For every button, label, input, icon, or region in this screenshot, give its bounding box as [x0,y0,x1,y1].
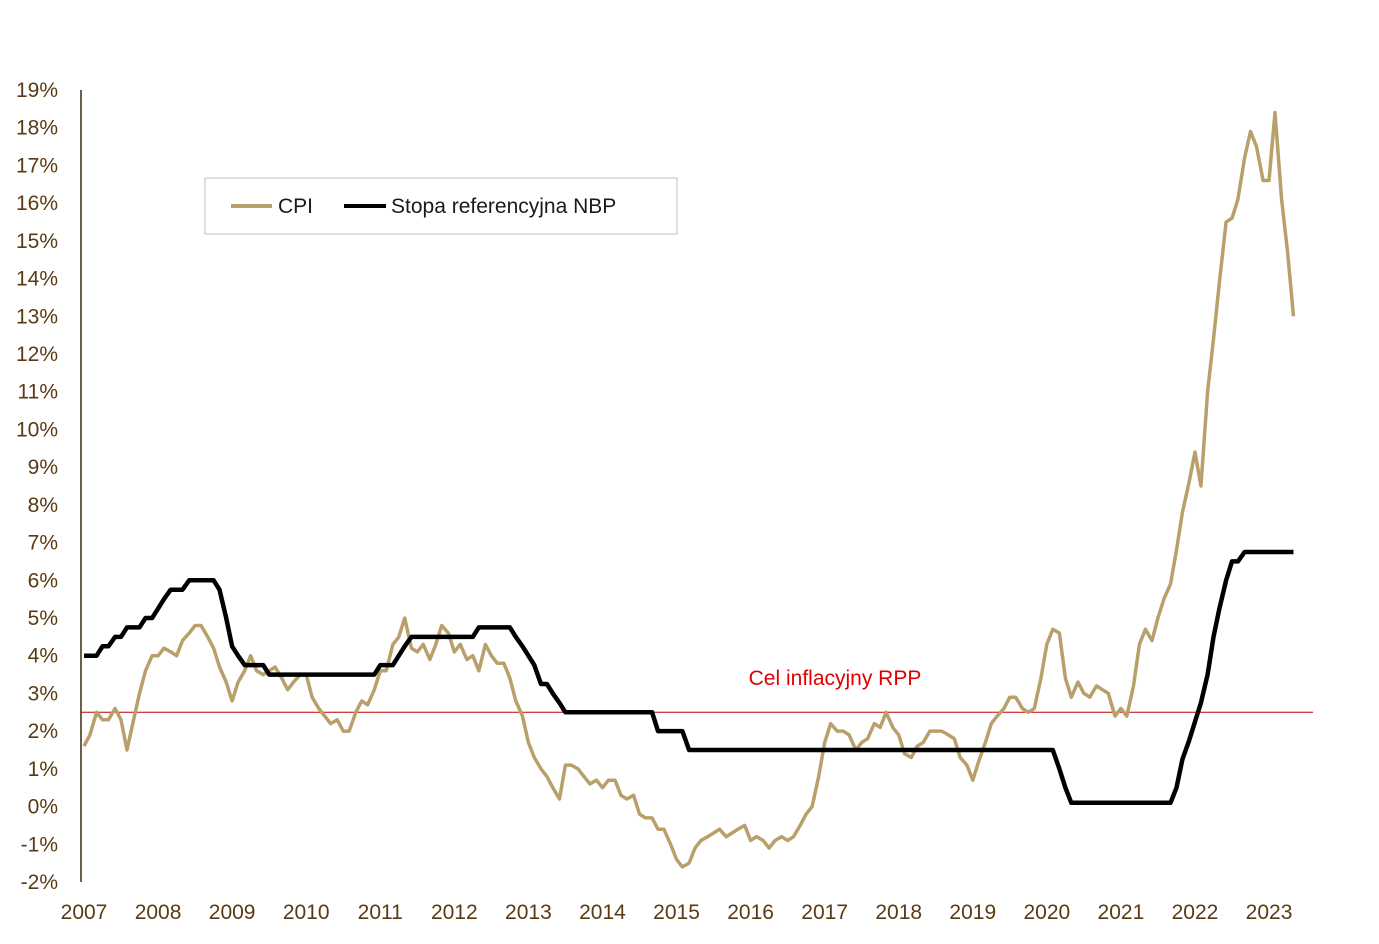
legend-box [204,177,678,235]
x-tick-label: 2010 [283,901,330,924]
x-tick-label: 2017 [801,901,848,924]
y-tick-label: -2% [21,871,58,894]
x-tick-label: 2007 [61,901,108,924]
series-lines [82,110,1296,869]
y-tick-label: -1% [21,833,58,856]
y-tick-label: 7% [28,532,58,555]
x-tick-label: 2021 [1098,901,1145,924]
y-tick-label: 1% [28,758,58,781]
y-tick-label: 4% [28,645,58,668]
x-tick-label: 2022 [1172,901,1219,924]
y-tick-label: 18% [16,117,58,140]
y-tick-label: 5% [28,607,58,630]
y-tick-label: 19% [16,79,58,102]
y-tick-label: 3% [28,682,58,705]
x-tick-label: 2009 [209,901,256,924]
y-tick-label: 15% [16,230,58,253]
legend-label-reference-rate: Stopa referencyjna NBP [391,195,616,218]
y-tick-label: 0% [28,796,58,819]
legend-label-cpi: CPI [278,195,313,218]
x-tick-label: 2013 [505,901,552,924]
y-tick-label: 17% [16,154,58,177]
x-tick-label: 2008 [135,901,182,924]
x-tick-label: 2014 [579,901,626,924]
x-tick-label: 2016 [727,901,774,924]
x-tick-label: 2023 [1246,901,1293,924]
y-axis-ticks: -2% -1% 0% 1% 2% 3% 4% 5% 6% 7% 8% 9% 10% 11% 12% 13% 14… [16,79,58,894]
y-tick-label: 14% [16,268,58,291]
y-tick-label: 8% [28,494,58,517]
x-tick-label: 2020 [1023,901,1070,924]
inflation-target-label: Cel inflacyjny RPP [749,667,922,690]
reference-rate-line [84,549,1294,806]
y-tick-label: 10% [16,418,58,441]
x-tick-label: 2015 [653,901,700,924]
x-axis-ticks: 2007 2008 2009 2010 2011 2012 2013 2014 2015 2016… [61,901,1293,924]
y-tick-label: 12% [16,343,58,366]
y-tick-label: 16% [16,192,58,215]
x-tick-label: 2012 [431,901,478,924]
x-tick-label: 2019 [949,901,996,924]
cpi-line [82,110,1296,869]
y-tick-label: 11% [18,381,58,404]
x-tick-label: 2018 [875,901,922,924]
y-tick-label: 2% [28,720,58,743]
y-tick-label: 6% [28,569,58,592]
y-tick-label: 9% [28,456,58,479]
legend: CPI Stopa referencyjna NBP [204,177,678,235]
y-tick-label: 13% [16,305,58,328]
x-tick-label: 2011 [358,901,403,924]
